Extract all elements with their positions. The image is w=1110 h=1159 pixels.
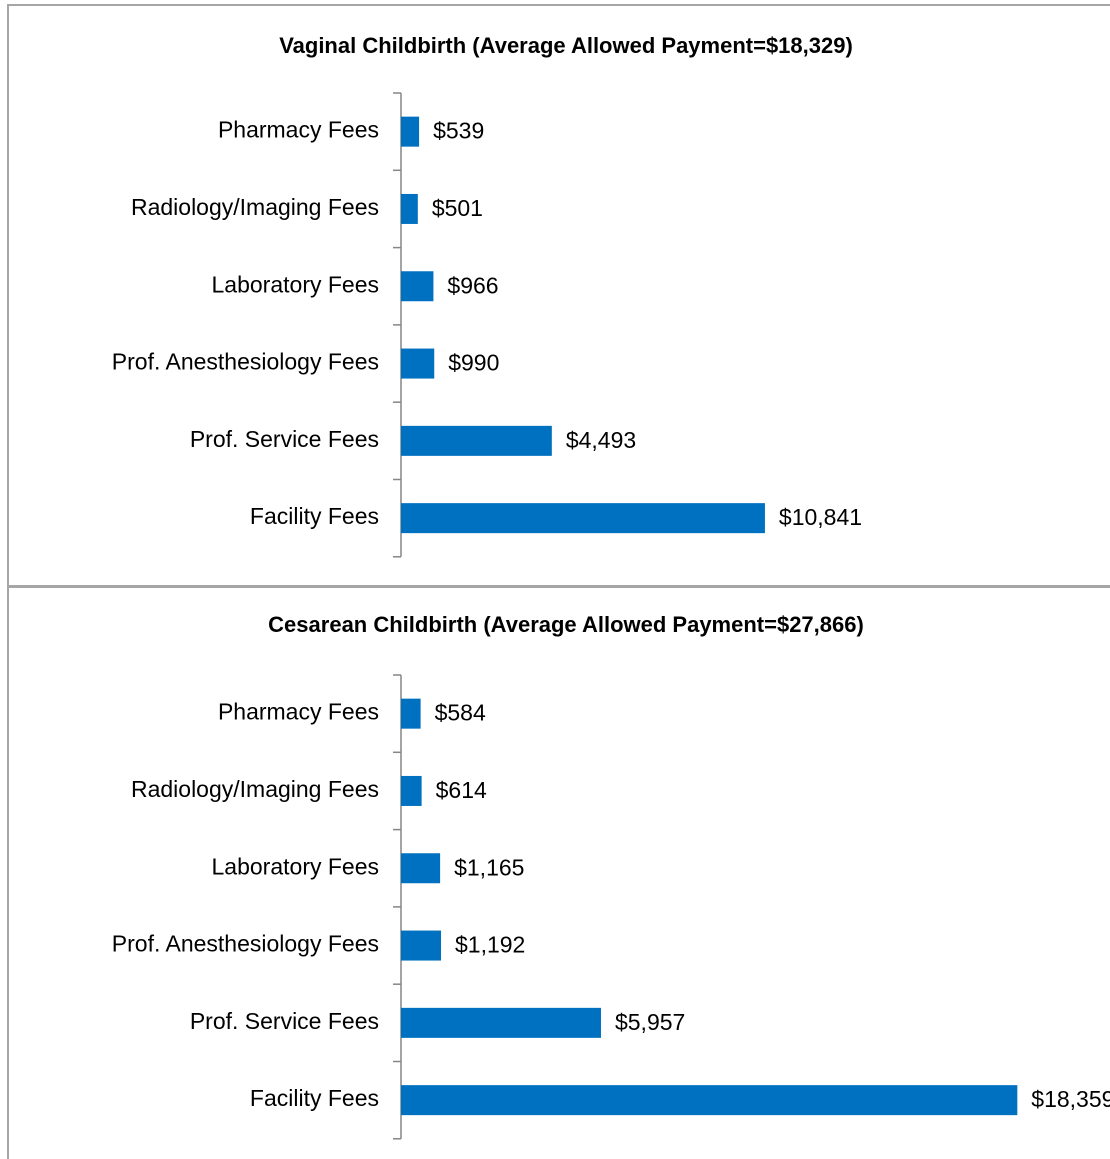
chart-title: Cesarean Childbirth (Average Allowed Pay… bbox=[268, 612, 864, 637]
bar bbox=[401, 271, 434, 302]
bar bbox=[401, 193, 418, 224]
value-label: $18,359 bbox=[1031, 1086, 1110, 1112]
category-label: Pharmacy Fees bbox=[218, 699, 379, 725]
bar bbox=[401, 1007, 601, 1038]
category-label: Facility Fees bbox=[250, 1085, 379, 1111]
value-label: $1,165 bbox=[454, 854, 524, 880]
bar bbox=[401, 503, 765, 534]
value-label: $614 bbox=[436, 777, 487, 803]
value-label: $584 bbox=[435, 700, 486, 726]
category-label: Prof. Anesthesiology Fees bbox=[112, 349, 379, 375]
category-label: Laboratory Fees bbox=[212, 853, 379, 879]
category-label: Radiology/Imaging Fees bbox=[131, 776, 379, 802]
value-label: $501 bbox=[432, 195, 483, 221]
category-label: Radiology/Imaging Fees bbox=[131, 194, 379, 220]
bar bbox=[401, 775, 422, 806]
category-label: Prof. Service Fees bbox=[190, 426, 379, 452]
category-label: Laboratory Fees bbox=[212, 271, 379, 297]
chart-frame bbox=[7, 4, 1110, 587]
bar bbox=[401, 698, 421, 729]
bar bbox=[401, 853, 441, 884]
category-label: Facility Fees bbox=[250, 503, 379, 529]
category-label: Pharmacy Fees bbox=[218, 117, 379, 143]
bar bbox=[401, 425, 552, 456]
bar bbox=[401, 348, 435, 379]
value-label: $4,493 bbox=[566, 427, 636, 453]
value-label: $1,192 bbox=[455, 932, 525, 958]
value-label: $10,841 bbox=[779, 504, 862, 530]
category-label: Prof. Service Fees bbox=[190, 1008, 379, 1034]
value-label: $990 bbox=[448, 350, 499, 376]
bar bbox=[401, 930, 442, 961]
chart-title: Vaginal Childbirth (Average Allowed Paym… bbox=[279, 33, 853, 58]
chart-frame bbox=[7, 586, 1110, 1159]
value-label: $5,957 bbox=[615, 1009, 685, 1035]
category-label: Prof. Anesthesiology Fees bbox=[112, 931, 379, 957]
bar bbox=[401, 116, 420, 147]
bar bbox=[401, 1085, 1018, 1116]
value-label: $539 bbox=[433, 118, 484, 144]
value-label: $966 bbox=[447, 272, 498, 298]
